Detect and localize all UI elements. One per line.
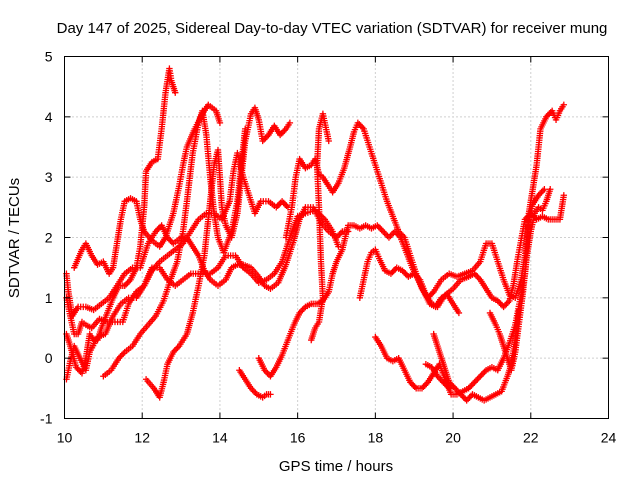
data-point — [477, 373, 484, 380]
data-point — [286, 119, 294, 127]
data-point — [469, 380, 477, 388]
series-track-7 — [142, 104, 294, 401]
series-track-3 — [63, 149, 292, 338]
x-tick-label: 18 — [368, 430, 384, 446]
data-point — [120, 350, 127, 357]
data-point — [388, 231, 396, 238]
data-point — [335, 243, 342, 250]
data-point — [387, 232, 394, 240]
data-point — [381, 229, 388, 237]
data-point — [421, 382, 429, 389]
chart-title: Day 147 of 2025, Sidereal Day-to-day VTE… — [57, 20, 608, 37]
data-point — [274, 202, 281, 210]
data-point — [118, 351, 126, 359]
data-point — [283, 202, 290, 210]
x-tick-label: 22 — [523, 430, 539, 446]
data-point — [281, 201, 289, 208]
data-point — [379, 228, 387, 235]
data-point — [460, 394, 467, 401]
data-point — [463, 397, 470, 404]
data-point — [382, 231, 390, 238]
y-tick-label: -1 — [40, 411, 53, 427]
x-tick-label: 24 — [601, 430, 617, 446]
series-track-15 — [422, 361, 453, 392]
series-track-8 — [236, 367, 274, 401]
y-tick-label: 5 — [45, 49, 53, 65]
data-point — [267, 391, 274, 398]
y-tick-label: 1 — [45, 290, 53, 306]
x-tick-label: 14 — [212, 430, 228, 446]
series-track-14 — [430, 306, 523, 404]
data-point — [155, 225, 162, 232]
y-tick-label: 4 — [45, 109, 53, 125]
data-point — [472, 377, 480, 384]
data-point — [357, 122, 364, 130]
data-point — [547, 186, 554, 193]
data-point — [389, 268, 396, 276]
data-point — [541, 186, 548, 193]
data-point — [378, 226, 385, 234]
y-tick-label: 3 — [45, 169, 53, 185]
data-point — [75, 367, 83, 374]
data-point — [250, 388, 258, 395]
series-track-13 — [372, 101, 568, 398]
data-point — [173, 345, 180, 353]
data-point — [411, 383, 418, 391]
data-point — [475, 374, 483, 381]
data-point — [560, 101, 568, 108]
data-point — [385, 234, 393, 241]
data-point — [216, 119, 224, 127]
data-point — [471, 379, 478, 386]
x-tick-label: 12 — [134, 430, 150, 446]
data-point — [455, 309, 463, 317]
data-point — [468, 382, 475, 389]
data-point — [474, 376, 481, 383]
series-track-11 — [308, 110, 332, 344]
data-point — [299, 306, 306, 314]
data-point — [420, 383, 427, 391]
data-point — [124, 279, 131, 286]
series-track-16 — [486, 186, 554, 374]
series-track-12 — [356, 192, 568, 311]
y-axis-label: SDTVAR / TECUs — [6, 178, 23, 298]
data-point — [172, 89, 179, 96]
data-point — [560, 192, 568, 199]
data-point — [122, 281, 130, 288]
data-point — [325, 137, 332, 145]
data-point — [538, 189, 545, 196]
data-point — [464, 395, 472, 403]
data-point — [445, 385, 453, 392]
data-point — [279, 128, 287, 136]
data-point — [539, 187, 547, 194]
data-point — [275, 201, 283, 208]
data-point — [479, 370, 487, 377]
data-point — [375, 223, 382, 231]
data-point — [546, 110, 553, 118]
data-point — [337, 229, 345, 237]
x-tick-label: 20 — [445, 430, 461, 446]
data-point — [497, 300, 504, 308]
data-point — [450, 383, 457, 391]
data-point — [167, 237, 174, 244]
y-tick-label: 2 — [45, 230, 53, 246]
data-point — [278, 198, 286, 205]
data-point — [280, 199, 287, 207]
data-point — [451, 385, 459, 392]
data-point — [410, 382, 417, 389]
data-point — [336, 231, 343, 238]
data-point — [478, 371, 485, 378]
data-points — [63, 65, 568, 404]
x-axis-label: GPS time / hours — [279, 458, 393, 475]
series-track-4 — [63, 65, 179, 377]
data-point — [472, 272, 480, 279]
series-track-2 — [63, 207, 342, 383]
data-point — [501, 302, 509, 309]
data-point — [503, 300, 510, 308]
y-tick-label: 0 — [45, 350, 53, 366]
data-point — [500, 303, 507, 311]
x-tick-label: 10 — [57, 430, 73, 446]
x-tick-label: 16 — [290, 430, 306, 446]
